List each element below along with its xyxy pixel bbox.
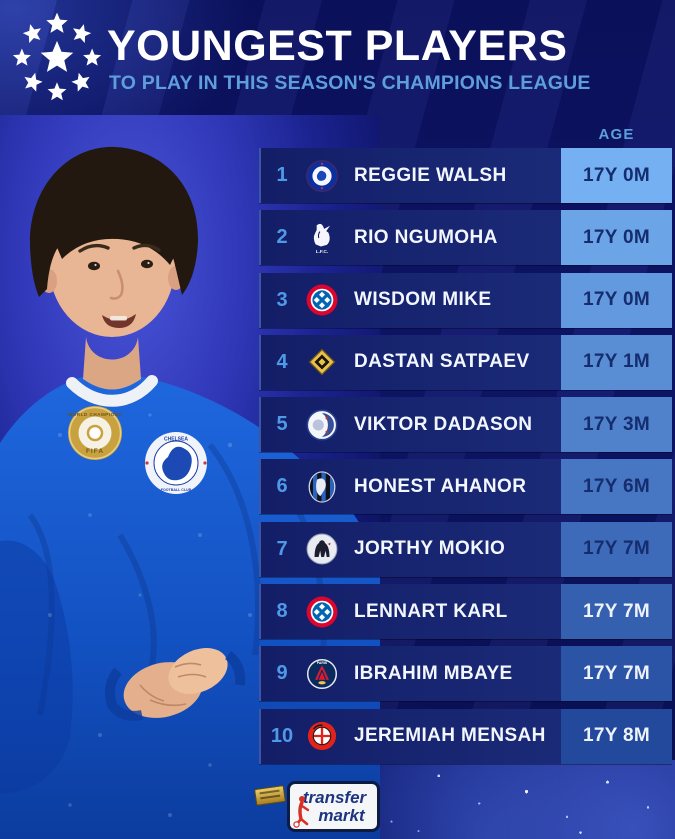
club-crest-icon [306, 159, 338, 192]
hair [29, 146, 199, 297]
player-name: LENNART KARL [354, 600, 508, 622]
player-name: VIKTOR DADASON [354, 413, 533, 435]
table-row: 3 WISDOM MIKE 17Y 0M [259, 272, 672, 328]
rank-number: 2 [276, 226, 288, 249]
player-name: WISDOM MIKE [354, 289, 492, 311]
club-crest-icon [306, 284, 338, 316]
age-value: 17Y 7M [561, 646, 672, 702]
badge-text-top: WORLD CHAMPIONS [68, 412, 122, 417]
table-row: 10 JEREMIAH MENSAH 17Y 8M [259, 708, 672, 764]
age-value: 17Y 6M [561, 459, 672, 515]
age-column-header: AGE [598, 126, 635, 143]
player-name: JORTHY MOKIO [354, 538, 506, 560]
rank-number: 8 [276, 600, 288, 623]
club-crest-icon [306, 533, 338, 565]
age-value: 17Y 1M [561, 334, 672, 390]
age-value: 17Y 8M [561, 708, 672, 764]
player-name: DASTAN SATPAEV [354, 351, 530, 373]
badge-text-bottom: FIFA [86, 448, 104, 455]
table-row: 9 PARIS IBRAHIM MBAYE 17Y 7M [259, 646, 672, 702]
transfermarkt-figure-icon [293, 796, 310, 828]
facial-features [78, 243, 161, 328]
brand-text-bottom: markt [318, 805, 365, 825]
rank-number: 10 [270, 724, 294, 747]
table-row: 5 VIKTOR DADASON 17Y 3M [259, 397, 672, 453]
fifa-world-champions-badge: WORLD CHAMPIONS FIFA [68, 406, 122, 460]
club-crest-icon [306, 346, 338, 378]
collar [66, 375, 158, 407]
rank-number: 1 [276, 164, 288, 186]
chelsea-chest-crest: CHELSEA FOOTBALL CLUB [145, 432, 207, 494]
age-value: 17Y 0M [561, 272, 672, 328]
chest-crest-text-bottom: FOOTBALL CLUB [161, 488, 192, 492]
age-value: 17Y 7M [561, 584, 672, 640]
player-name: HONEST AHANOR [354, 475, 527, 497]
rank-number: 7 [276, 537, 288, 560]
table-row: 2 L.F.C. RIO NGUMOHA 17Y 0M [259, 210, 672, 266]
age-value: 17Y 0M [561, 148, 672, 203]
age-value: 17Y 3M [561, 397, 672, 453]
player-name: IBRAHIM MBAYE [354, 662, 513, 684]
page-subtitle: TO PLAY IN THIS SEASON'S CHAMPIONS LEAGU… [109, 72, 591, 94]
svg-text:L.F.C.: L.F.C. [316, 249, 329, 254]
club-crest-icon: L.F.C. [306, 222, 338, 254]
player-name: JEREMIAH MENSAH [354, 725, 546, 747]
rank-number: 6 [276, 475, 288, 498]
brand-text-top: transfer [302, 788, 367, 808]
club-crest-icon [306, 471, 338, 503]
table-row: 6 HONEST AHANOR 17Y 6M [259, 459, 672, 515]
rank-number: 9 [276, 662, 288, 685]
ucl-starball-logo [12, 13, 102, 101]
age-value: 17Y 0M [561, 210, 672, 266]
player-name: REGGIE WALSH [354, 164, 507, 186]
rank-number: 5 [276, 413, 288, 436]
hands [105, 648, 246, 721]
club-crest-icon [306, 596, 338, 628]
table-row: 7 JORTHY MOKIO 17Y 7M [259, 521, 672, 577]
club-crest-icon [306, 409, 338, 441]
chest-crest-text-top: CHELSEA [164, 437, 188, 443]
svg-text:PARIS: PARIS [317, 661, 328, 665]
age-value: 17Y 7M [561, 521, 672, 577]
player-name: RIO NGUMOHA [354, 226, 498, 248]
page-title: YOUNGEST PLAYERS [107, 22, 568, 70]
club-crest-icon [306, 720, 338, 752]
club-crest-icon: PARIS [306, 658, 338, 690]
rank-number: 4 [276, 350, 288, 373]
table-row: 4 DASTAN SATPAEV 17Y 1M [259, 334, 672, 390]
table-row: 1 REGGIE WALSH 17Y 0M [259, 148, 672, 203]
rank-number: 3 [276, 288, 288, 311]
table-row: 8 LENNART KARL 17Y 7M [259, 584, 672, 640]
transfermarkt-logo: transfer markt [287, 781, 380, 832]
players-table: 1 REGGIE WALSH 17Y 0M 2 L.F.C. RIO NGUMO… [259, 148, 672, 771]
